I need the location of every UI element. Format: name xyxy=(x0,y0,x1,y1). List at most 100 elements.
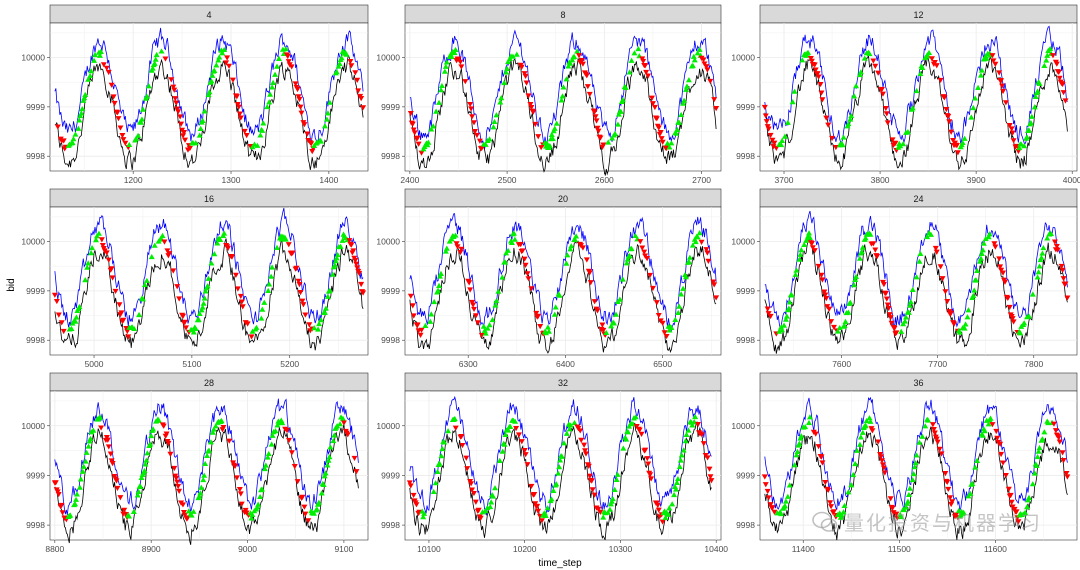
buy-marker xyxy=(970,292,977,298)
buy-marker xyxy=(270,79,277,85)
buy-marker xyxy=(632,414,639,420)
sell-marker xyxy=(472,499,479,505)
buy-marker xyxy=(546,142,553,149)
sell-marker xyxy=(711,282,718,288)
buy-marker xyxy=(502,259,509,265)
buy-marker xyxy=(568,243,575,249)
sell-marker xyxy=(815,263,822,270)
facet-strip-label: 8 xyxy=(560,10,565,20)
sell-marker xyxy=(933,63,940,69)
buy-marker xyxy=(1038,254,1045,260)
sell-marker xyxy=(872,63,879,70)
buy-marker xyxy=(264,454,271,460)
buy-marker xyxy=(436,282,443,288)
sell-marker xyxy=(1002,472,1009,479)
buy-marker xyxy=(439,445,446,452)
y-tick-label: 9999 xyxy=(381,286,400,296)
buy-marker xyxy=(560,84,567,90)
sell-marker xyxy=(178,121,185,127)
y-tick-label: 9999 xyxy=(736,470,755,480)
buy-marker xyxy=(972,95,979,101)
x-tick-label: 4000 xyxy=(1063,175,1080,185)
sell-marker xyxy=(875,439,882,445)
sell-marker xyxy=(1008,499,1015,506)
buy-marker xyxy=(919,433,926,439)
buy-marker xyxy=(219,50,226,56)
buy-marker xyxy=(924,233,931,240)
buy-marker xyxy=(1044,235,1051,241)
sell-marker xyxy=(103,435,110,441)
buy-marker xyxy=(665,511,672,517)
sell-marker xyxy=(1006,304,1013,311)
sell-marker xyxy=(288,64,295,70)
buy-marker xyxy=(159,232,166,238)
sell-marker xyxy=(640,58,647,65)
buy-marker xyxy=(962,321,969,327)
buy-marker xyxy=(451,49,458,56)
sell-marker xyxy=(655,312,662,319)
sell-marker xyxy=(700,57,707,63)
y-tick-label: 9998 xyxy=(26,335,45,345)
y-tick-label: 9998 xyxy=(381,520,400,530)
buy-marker xyxy=(668,324,675,330)
buy-marker xyxy=(834,328,841,334)
sell-marker xyxy=(951,321,958,327)
buy-marker xyxy=(678,452,685,458)
sell-marker xyxy=(823,115,830,121)
buy-marker xyxy=(606,506,613,512)
sell-marker xyxy=(352,70,359,76)
sell-marker xyxy=(879,91,886,97)
buy-marker xyxy=(1027,119,1034,126)
buy-marker xyxy=(605,509,612,515)
buy-marker xyxy=(696,46,703,52)
buy-marker xyxy=(211,251,218,257)
buy-marker xyxy=(567,60,574,66)
sell-marker xyxy=(533,310,540,317)
buy-marker xyxy=(1029,481,1036,487)
buy-marker xyxy=(95,230,102,236)
buy-marker xyxy=(427,318,434,324)
sell-marker xyxy=(771,140,778,146)
buy-marker xyxy=(1039,250,1046,256)
buy-marker xyxy=(628,57,635,63)
sell-marker xyxy=(232,463,239,470)
buy-marker xyxy=(980,240,987,246)
sell-marker xyxy=(237,115,244,121)
buy-marker xyxy=(148,253,155,260)
buy-marker xyxy=(82,91,89,98)
buy-marker xyxy=(898,513,905,520)
x-tick-label: 3800 xyxy=(871,175,890,185)
y-tick-label: 10000 xyxy=(21,237,45,247)
buy-marker xyxy=(73,496,80,502)
sell-marker xyxy=(521,447,528,454)
sell-marker xyxy=(1000,270,1007,276)
buy-marker xyxy=(339,415,346,421)
buy-marker xyxy=(134,492,141,498)
plot-area xyxy=(404,206,722,356)
sell-marker xyxy=(60,138,67,144)
buy-marker xyxy=(841,502,848,509)
buy-marker xyxy=(917,70,924,77)
sell-marker xyxy=(997,264,1004,270)
sell-marker xyxy=(300,302,307,308)
buy-marker xyxy=(1017,330,1024,336)
buy-marker xyxy=(84,264,91,270)
sell-marker xyxy=(947,495,954,501)
buy-marker xyxy=(959,139,966,146)
buy-marker xyxy=(788,292,795,298)
sell-marker xyxy=(648,95,655,101)
bid-line xyxy=(409,240,717,354)
buy-marker xyxy=(927,231,934,237)
sell-marker xyxy=(110,94,117,100)
buy-marker xyxy=(1040,244,1047,251)
buy-marker xyxy=(802,423,809,430)
buy-marker xyxy=(975,84,982,90)
buy-marker xyxy=(269,264,276,270)
sell-marker xyxy=(105,444,112,450)
buy-marker xyxy=(327,444,334,450)
sell-marker xyxy=(59,510,66,516)
buy-marker xyxy=(75,125,82,131)
y-tick-label: 10000 xyxy=(731,53,755,63)
sell-marker xyxy=(811,248,818,254)
buy-marker xyxy=(922,423,929,429)
